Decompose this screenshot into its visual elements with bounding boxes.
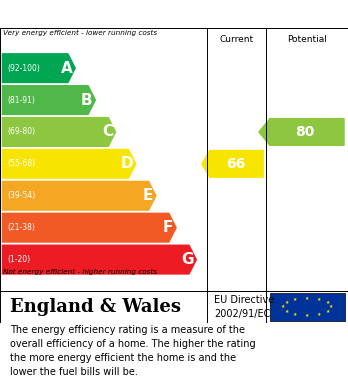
- Text: Potential: Potential: [287, 35, 327, 44]
- Text: ★: ★: [326, 300, 330, 305]
- Text: Not energy efficient - higher running costs: Not energy efficient - higher running co…: [3, 269, 158, 275]
- Text: (55-68): (55-68): [7, 160, 35, 169]
- Text: ★: ★: [281, 305, 285, 309]
- Polygon shape: [2, 181, 157, 211]
- Text: ★: ★: [284, 308, 288, 314]
- Text: Very energy efficient - lower running costs: Very energy efficient - lower running co…: [3, 29, 158, 36]
- Text: ★: ★: [293, 297, 297, 302]
- Bar: [270, 293, 345, 321]
- Text: ★: ★: [317, 312, 321, 317]
- Text: ★: ★: [305, 296, 309, 301]
- Polygon shape: [258, 118, 345, 146]
- Text: B: B: [81, 93, 93, 108]
- Text: 80: 80: [295, 125, 315, 139]
- Text: EU Directive
2002/91/EC: EU Directive 2002/91/EC: [214, 295, 274, 319]
- Text: 66: 66: [226, 157, 246, 171]
- Text: Current: Current: [220, 35, 254, 44]
- Text: The energy efficiency rating is a measure of the
overall efficiency of a home. T: The energy efficiency rating is a measur…: [10, 325, 256, 377]
- Text: ★: ★: [317, 297, 321, 302]
- Text: D: D: [120, 156, 133, 171]
- Polygon shape: [201, 150, 264, 178]
- Polygon shape: [2, 213, 177, 243]
- Text: (21-38): (21-38): [7, 223, 35, 232]
- Text: ★: ★: [305, 313, 309, 318]
- Polygon shape: [2, 149, 136, 179]
- Text: Energy Efficiency Rating: Energy Efficiency Rating: [10, 7, 220, 22]
- Polygon shape: [2, 117, 116, 147]
- Text: (81-91): (81-91): [7, 95, 35, 104]
- Polygon shape: [2, 244, 197, 274]
- Text: F: F: [163, 220, 173, 235]
- Text: ★: ★: [329, 305, 333, 309]
- Text: ★: ★: [284, 300, 288, 305]
- Polygon shape: [2, 53, 76, 83]
- Text: (1-20): (1-20): [7, 255, 30, 264]
- Text: (39-54): (39-54): [7, 191, 35, 200]
- Text: England & Wales: England & Wales: [10, 298, 181, 316]
- Text: C: C: [102, 124, 113, 140]
- Text: ★: ★: [326, 308, 330, 314]
- Polygon shape: [2, 85, 96, 115]
- Text: G: G: [181, 252, 193, 267]
- Text: ★: ★: [293, 312, 297, 317]
- Text: A: A: [61, 61, 72, 75]
- Text: (92-100): (92-100): [7, 64, 40, 73]
- Text: (69-80): (69-80): [7, 127, 35, 136]
- Text: E: E: [143, 188, 153, 203]
